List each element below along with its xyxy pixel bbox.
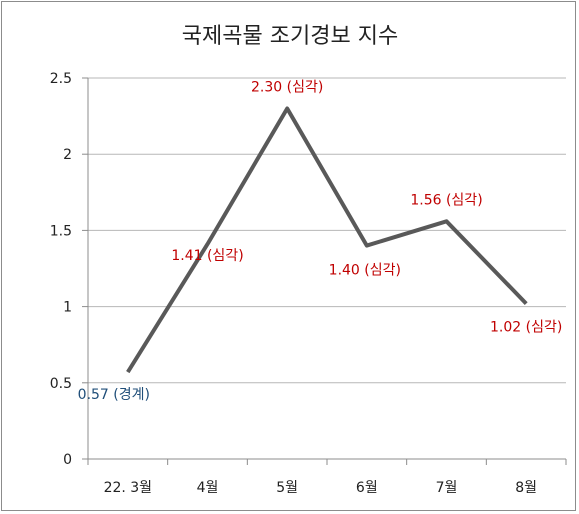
x-tick-label: 8월 bbox=[515, 480, 537, 496]
data-label: 2.30 (심각) bbox=[251, 79, 323, 95]
x-tick-label: 22. 3월 bbox=[104, 480, 153, 496]
x-tick-label: 4월 bbox=[197, 480, 219, 496]
y-tick-label: 1 bbox=[63, 300, 72, 316]
data-label: 1.41 (심각) bbox=[171, 248, 243, 264]
y-tick-label: 0 bbox=[63, 452, 72, 468]
axes bbox=[82, 77, 567, 465]
x-axis-tick-labels: 22. 3월 4월 5월 6월 7월 8월 bbox=[104, 480, 537, 496]
series-line-group bbox=[126, 106, 528, 374]
y-tick-label: 1.5 bbox=[50, 223, 72, 239]
y-tick-label: 2 bbox=[63, 147, 72, 163]
gridlines bbox=[88, 77, 566, 384]
data-label: 1.40 (심각) bbox=[329, 263, 401, 279]
data-label: 0.57 (경계) bbox=[78, 387, 150, 403]
data-label: 1.02 (심각) bbox=[490, 320, 562, 336]
chart-title: 국제곡물 조기경보 지수 bbox=[182, 24, 398, 49]
data-label: 1.56 (심각) bbox=[410, 192, 482, 208]
data-labels: 0.57 (경계) 1.41 (심각) 2.30 (심각) 1.40 (심각) 1.56… bbox=[78, 79, 563, 403]
series-line bbox=[126, 106, 528, 374]
x-tick-label: 7월 bbox=[436, 480, 458, 496]
x-tick-label: 5월 bbox=[276, 480, 298, 496]
y-axis-tick-labels: 0 0.5 1 1.5 2 2.5 bbox=[50, 71, 72, 468]
x-tick-label: 6월 bbox=[356, 480, 378, 496]
y-tick-label: 2.5 bbox=[50, 71, 72, 87]
y-tick-label: 0.5 bbox=[50, 376, 72, 392]
